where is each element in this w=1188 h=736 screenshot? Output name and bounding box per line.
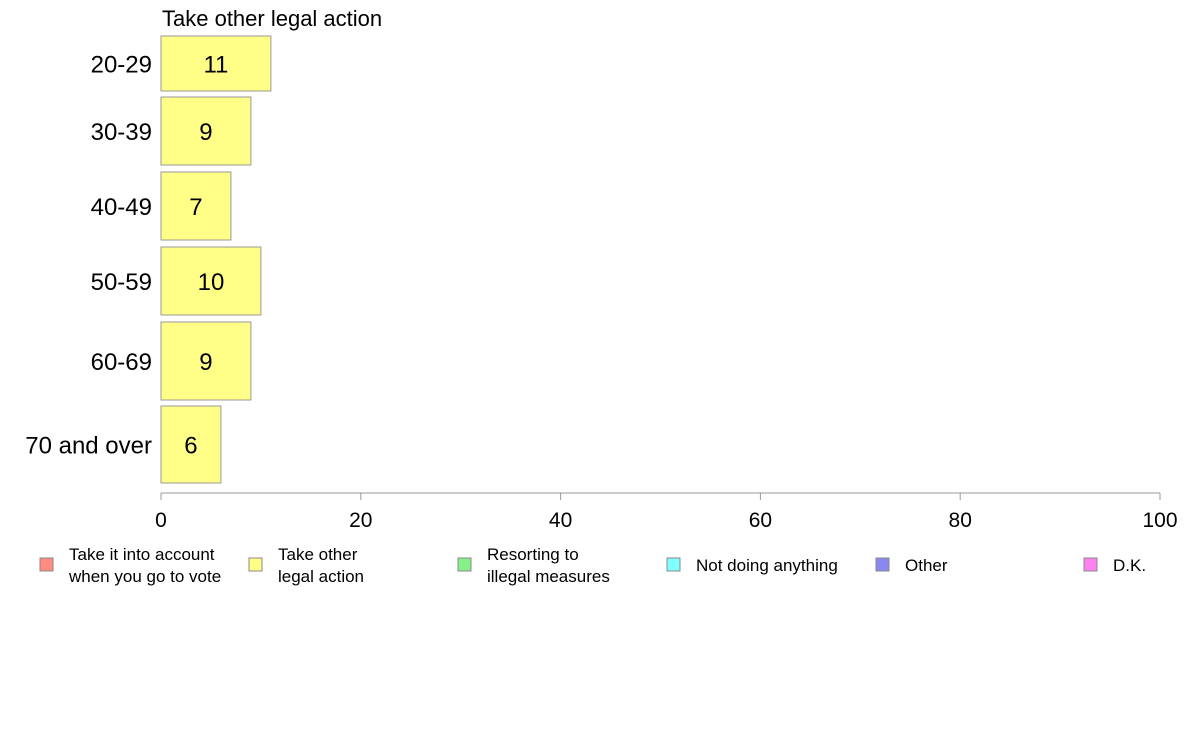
chart-title: Take other legal action xyxy=(162,6,382,31)
legend-swatch xyxy=(1083,557,1098,572)
legend-label: Other xyxy=(905,556,948,575)
category-label: 60-69 xyxy=(91,349,152,376)
legend-label: when you go to vote xyxy=(68,567,221,586)
data-label: 6 xyxy=(184,433,197,460)
x-tick-label: 80 xyxy=(949,509,972,532)
bar-30-39 xyxy=(160,96,252,166)
bar-70-and-over xyxy=(160,405,222,484)
legend-label: illegal measures xyxy=(487,567,610,586)
data-label: 7 xyxy=(189,194,202,221)
x-tick-label: 0 xyxy=(155,509,167,532)
x-tick-label: 20 xyxy=(349,509,372,532)
legend-swatch xyxy=(39,557,54,572)
x-tick-label: 100 xyxy=(1142,509,1177,532)
legend-swatch xyxy=(666,557,681,572)
legend-label: D.K. xyxy=(1113,556,1146,575)
legend-item: D.K. xyxy=(1083,556,1146,575)
legend-label: Take it into account xyxy=(69,545,215,564)
bars-group: 20-29 11 30-39 9 40-49 7 50-59 10 60-69 9 70 and o… xyxy=(25,35,272,484)
legend-item: Not doing anything xyxy=(666,556,838,575)
bar-60-69 xyxy=(160,321,252,401)
bar-20-29 xyxy=(160,35,272,92)
legend-label: Resorting to xyxy=(487,545,579,564)
data-label: 9 xyxy=(199,349,212,376)
category-label: 70 and over xyxy=(25,433,152,460)
data-label: 9 xyxy=(199,119,212,146)
bar-50-59 xyxy=(160,246,262,316)
legend-swatch xyxy=(875,557,890,572)
legend-swatch xyxy=(248,557,263,572)
legend-label: Not doing anything xyxy=(696,556,838,575)
legend-item: Resorting to illegal measures xyxy=(457,545,610,586)
legend-swatch xyxy=(457,557,472,572)
data-label: 11 xyxy=(203,52,228,79)
category-label: 30-39 xyxy=(91,119,152,146)
bar-40-49 xyxy=(160,171,232,241)
x-tick-label: 40 xyxy=(549,509,572,532)
x-axis: 0 20 40 60 80 100 xyxy=(155,492,1178,532)
category-label: 50-59 xyxy=(91,269,152,296)
legend-item: Take other legal action xyxy=(248,545,364,586)
data-label: 10 xyxy=(198,269,225,296)
category-label: 20-29 xyxy=(91,52,152,79)
legend-item: Other xyxy=(875,556,948,575)
legend-label: legal action xyxy=(278,567,364,586)
legend-item: Take it into account when you go to vote xyxy=(39,545,221,586)
legend-label: Take other xyxy=(278,545,358,564)
x-tick-label: 60 xyxy=(749,509,772,532)
category-label: 40-49 xyxy=(91,194,152,221)
